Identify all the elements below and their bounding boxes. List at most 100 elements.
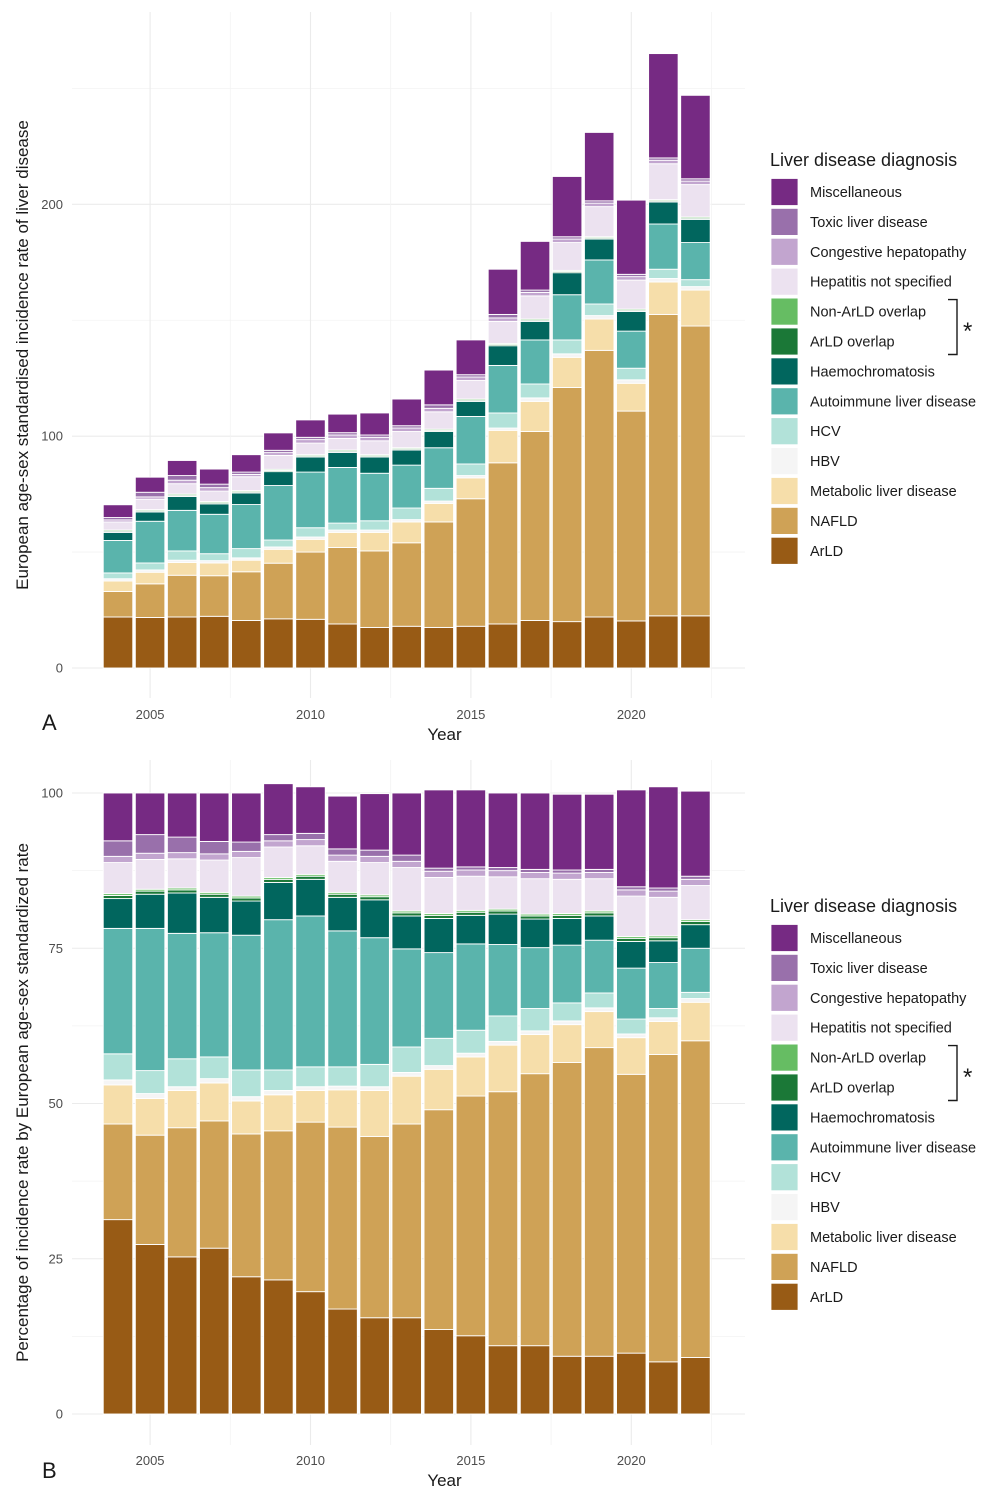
- legend-label: Metabolic liver disease: [810, 1230, 957, 1246]
- bar-segment-metabolic-2018: [551, 356, 583, 388]
- bar-segment-metabolic-2022: [680, 289, 711, 327]
- bar-segment-congestive-2018: [551, 238, 583, 244]
- y-tick-label: 75: [49, 941, 63, 956]
- bar-segment-hcv-2007: [199, 553, 230, 562]
- legend-item-congestive: Congestive hepatopathy: [770, 237, 967, 266]
- bar-segment-hcv-2008: [231, 548, 262, 559]
- legend-label: Haemochromatosis: [810, 364, 935, 380]
- bar-segment-hcv-2014: [423, 1037, 454, 1067]
- legend-swatch: [770, 1103, 799, 1132]
- legend-item-nafld: NAFLD: [770, 1253, 858, 1281]
- bar-segment-nafld-2021: [648, 1053, 679, 1363]
- bar-segment-congestive-2008: [231, 850, 262, 859]
- bar-segment-misc-2022: [680, 94, 711, 180]
- bar-segment-autoimmune-2004: [102, 927, 134, 1055]
- bar-segment-metabolic-2013: [391, 521, 422, 544]
- bar-segment-hep_ns-2008: [231, 857, 262, 897]
- legend-swatch: [770, 536, 799, 565]
- legend-swatch: [770, 237, 799, 266]
- bar-segment-autoimmune-2016: [487, 944, 519, 1017]
- legend-label: Toxic liver disease: [810, 961, 928, 977]
- bar-segment-hbv-2021: [648, 1017, 679, 1022]
- bar-segment-nafld-2004: [102, 591, 134, 618]
- bar-segment-metabolic-2018: [551, 1024, 583, 1063]
- x-tick-label: 2010: [296, 707, 325, 722]
- bar-segment-haemo-2016: [487, 345, 519, 366]
- bar-segment-arld-2007: [199, 1247, 230, 1415]
- bar-segment-haemo-2022: [680, 218, 711, 244]
- bar-segment-autoimmune-2017: [519, 339, 551, 385]
- legend-swatch: [770, 447, 799, 476]
- legend-swatch: [770, 1133, 799, 1162]
- bar-segment-toxic-2020: [616, 886, 647, 891]
- bar-segment-hcv-2005: [134, 562, 166, 571]
- bar-segment-autoimmune-2007: [199, 932, 230, 1058]
- bar-segment-misc-2021: [648, 53, 679, 159]
- bar-segment-toxic-2014: [423, 867, 454, 872]
- bar-segment-autoimmune-2014: [423, 952, 454, 1039]
- bar-segment-nafld-2011: [327, 1126, 358, 1310]
- bar-segment-nafld-2007: [199, 575, 230, 617]
- legend-label: Toxic liver disease: [810, 215, 928, 231]
- bar-segment-autoimmune-2008: [231, 934, 262, 1071]
- bar-segment-misc-2021: [648, 786, 679, 889]
- bar-segment-arld-2021: [648, 615, 679, 669]
- bar-segment-congestive-2022: [680, 878, 711, 886]
- bar-segment-hep_ns-2021: [648, 163, 679, 201]
- bar-segment-hep_ns-2011: [327, 860, 358, 893]
- legend-label: Non-ArLD overlap: [810, 1051, 926, 1067]
- bar-segment-arld_ov-2020: [616, 937, 647, 942]
- bar-segment-hcv-2019: [584, 303, 615, 317]
- bar-segment-arld-2019: [584, 1355, 615, 1415]
- bar-segment-haemo-2009: [263, 471, 294, 486]
- bar-segment-congestive-2005: [134, 852, 166, 860]
- bar-segment-toxic-2009: [263, 834, 294, 842]
- bar-segment-hbv-2013: [391, 1071, 422, 1077]
- bar-segment-hep_ns-2019: [584, 206, 615, 238]
- bar-segment-arld_ov-2006: [166, 889, 198, 894]
- bar-segment-congestive-2010: [295, 839, 326, 847]
- bar-segment-congestive-2004: [102, 855, 134, 864]
- bar-segment-hbv-2007: [199, 1078, 230, 1084]
- bar-segment-hep_ns-2013: [391, 867, 422, 912]
- bar-segment-congestive-2012: [359, 855, 390, 864]
- bar-segment-arld-2018: [551, 1355, 583, 1415]
- bar-segment-hbv-2017: [519, 397, 551, 402]
- bar-segment-misc-2008: [231, 454, 262, 473]
- bar-segment-hep_ns-2006: [166, 483, 198, 495]
- bar-segment-hbv-2015: [455, 1052, 487, 1058]
- bar-segment-haemo-2017: [519, 320, 551, 341]
- bar-segment-misc-2018: [551, 793, 583, 871]
- bar-segment-autoimmune-2021: [648, 962, 679, 1009]
- bar-segment-nafld-2005: [134, 583, 166, 618]
- bar-segment-hep_ns-2013: [391, 431, 422, 449]
- x-tick-label: 2010: [296, 1453, 325, 1468]
- bar-segment-hbv-2010: [295, 1086, 326, 1091]
- bar-segment-misc-2014: [423, 789, 454, 869]
- legend-label: HBV: [810, 454, 840, 470]
- bar-segment-metabolic-2022: [680, 1001, 711, 1042]
- bar-segment-haemo-2016: [487, 913, 519, 945]
- bar-segment-congestive-2016: [487, 317, 519, 322]
- bar-segment-hcv-2014: [423, 487, 454, 502]
- panel-b-chart: 0 25 50 75 100 2005 2010 2015 2020 Year Percentage…: [13, 760, 745, 1490]
- bar-segment-hep_ns-2009: [263, 846, 294, 878]
- bar-segment-hbv-2004: [102, 1079, 134, 1086]
- legend-swatch: [770, 357, 799, 386]
- bar-segment-hcv-2011: [327, 1066, 358, 1087]
- bar-segment-misc-2020: [616, 199, 647, 275]
- bar-segment-haemo-2020: [616, 940, 647, 969]
- bar-segment-haemo-2004: [102, 898, 134, 929]
- bar-segment-haemo-2007: [199, 503, 230, 515]
- bar-segment-autoimmune-2004: [102, 540, 134, 574]
- bar-segment-misc-2019: [584, 131, 615, 202]
- bar-segment-congestive-2020: [616, 889, 647, 897]
- bar-segment-nafld-2009: [263, 1130, 294, 1281]
- legend-label: HBV: [810, 1200, 840, 1216]
- bar-segment-nafld-2013: [391, 542, 422, 627]
- bar-segment-hep_ns-2014: [423, 411, 454, 430]
- bar-segment-haemo-2010: [295, 878, 326, 917]
- bar-segment-toxic-2015: [455, 866, 487, 871]
- legend-item-hbv: HBV: [770, 447, 840, 476]
- bar-segment-arld-2015: [455, 1335, 487, 1415]
